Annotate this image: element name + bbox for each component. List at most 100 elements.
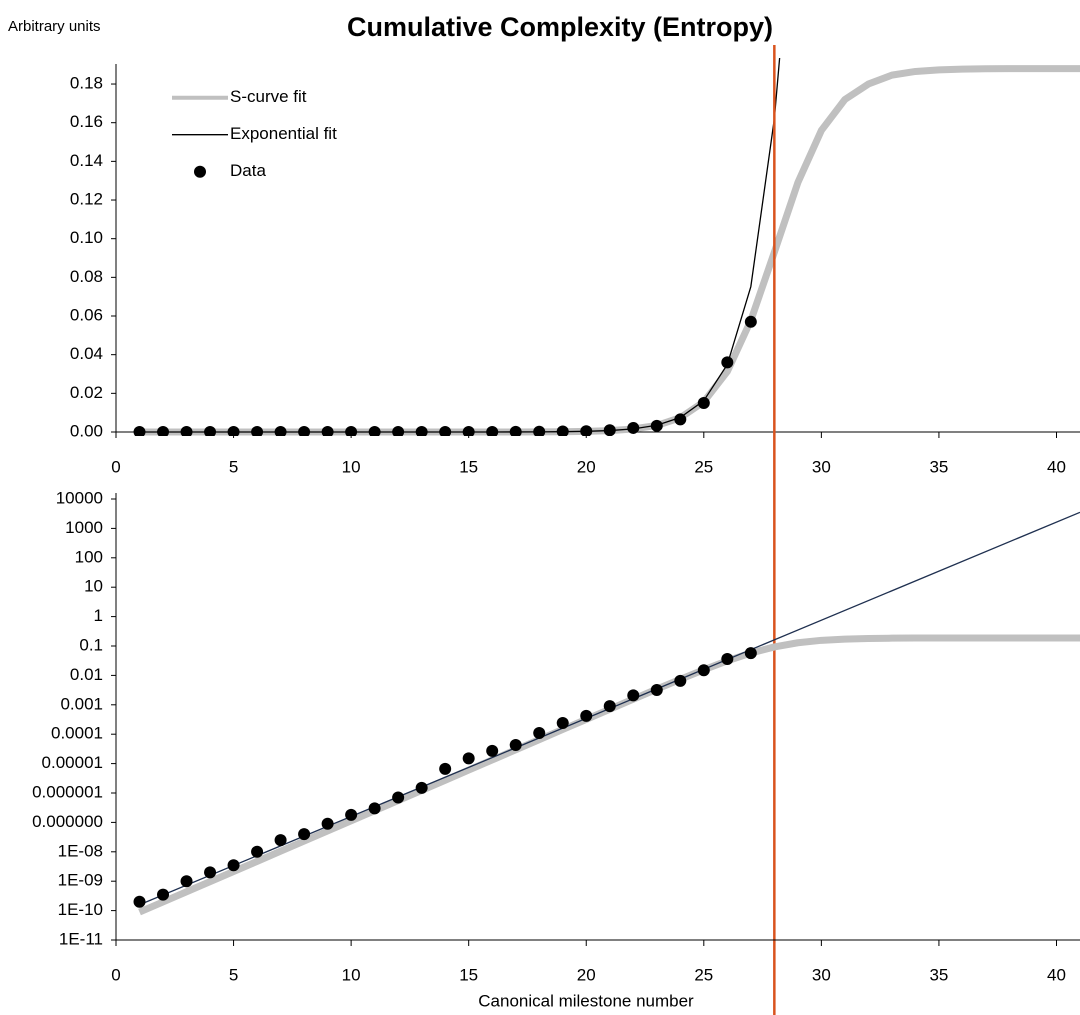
y-tick-label: 1000 [65,518,103,537]
x-tick-label: 10 [342,965,361,984]
y-tick-label: 0.16 [70,112,103,131]
data-point [721,653,734,666]
x-tick-label: 25 [694,457,713,476]
y-tick-label: 1E-09 [58,871,103,890]
y-tick-label: 0.0001 [51,724,103,743]
x-tick-label: 5 [229,457,238,476]
data-point [744,315,757,328]
data-point [533,726,546,739]
legend-label: Data [230,161,266,180]
fit-line [139,65,1080,436]
data-point [650,683,663,696]
data-point [157,426,170,436]
x-tick-label: 30 [812,457,831,476]
x-tick-label: 0 [111,457,120,476]
data-point [486,744,499,757]
x-tick-label: 10 [342,457,361,476]
data-point [556,425,569,436]
y-tick-label: 0.000001 [32,782,103,801]
y-tick-label: 0.001 [60,694,103,713]
data-point [603,700,616,713]
data-point [674,674,687,687]
data-point [368,802,381,815]
data-point [204,866,217,879]
y-tick-label: 100 [75,547,103,566]
chart-title: Cumulative Complexity (Entropy) [347,12,773,42]
data-point [744,647,757,660]
y-tick-label: 0.000000 [32,812,103,831]
legend-marker [194,165,206,178]
data-point [721,356,734,369]
y-tick-label: 10 [84,577,103,596]
y-tick-label: 0.02 [70,383,103,402]
legend-label: S-curve fit [230,87,307,106]
plot-area [133,511,1080,916]
y-tick-label: 1E-11 [59,929,103,948]
data-point [462,425,475,436]
data-point [509,425,522,436]
y-tick-label: 1 [94,606,103,625]
data-point [298,426,311,436]
y-tick-label: 1E-08 [58,841,103,860]
data-point [157,888,170,901]
data-point [368,426,381,436]
data-point [439,762,452,775]
fit-line [138,634,1080,916]
data-point [674,413,687,426]
x-tick-label: 25 [694,965,713,984]
x-tick-label: 20 [577,457,596,476]
y-tick-label: 10000 [56,488,103,507]
plot-area [133,58,1080,436]
y-tick-label: 0.00 [70,421,103,440]
data-point [204,426,217,436]
y-tick-label: 0.06 [70,305,103,324]
y-tick-label: 1E-10 [58,900,103,919]
data-point [251,845,264,858]
data-point [462,752,475,765]
x-tick-label: 15 [459,457,478,476]
data-point [650,419,663,432]
y-tick-label: 0.01 [70,665,103,684]
data-point [180,426,193,436]
x-tick-label: 35 [929,457,948,476]
data-point [180,875,193,888]
data-point [133,426,146,436]
x-tick-label: 20 [577,965,596,984]
data-point [415,781,428,794]
data-point [392,791,405,804]
data-point [274,426,287,436]
data-point [533,425,546,436]
data-point [580,709,593,722]
data-point [227,859,240,872]
data-point [274,834,287,847]
x-tick-label: 40 [1047,965,1066,984]
y-tick-label: 0.18 [70,74,103,93]
data-point [345,426,358,436]
data-point [321,426,334,436]
data-point [603,424,616,436]
x-tick-label: 35 [929,965,948,984]
data-point [697,397,710,410]
data-point [509,738,522,751]
y-tick-label: 0.10 [70,228,103,247]
data-point [415,425,428,436]
data-point [580,425,593,436]
x-tick-label: 0 [111,965,120,984]
data-point [227,426,240,436]
y-axis-label: Arbitrary units [8,18,101,35]
data-point [321,817,334,830]
x-tick-label: 30 [812,965,831,984]
x-tick-label: 40 [1047,457,1066,476]
data-point [486,425,499,436]
x-tick-label: 5 [229,965,238,984]
legend-label: Exponential fit [230,124,337,143]
data-point [345,808,358,821]
data-point [298,828,311,841]
y-tick-label: 0.04 [70,344,103,363]
y-tick-label: 0.1 [79,635,103,654]
x-tick-label: 15 [459,965,478,984]
data-point [439,425,452,436]
data-point [556,717,569,730]
x-axis-label: Canonical milestone number [478,991,694,1010]
